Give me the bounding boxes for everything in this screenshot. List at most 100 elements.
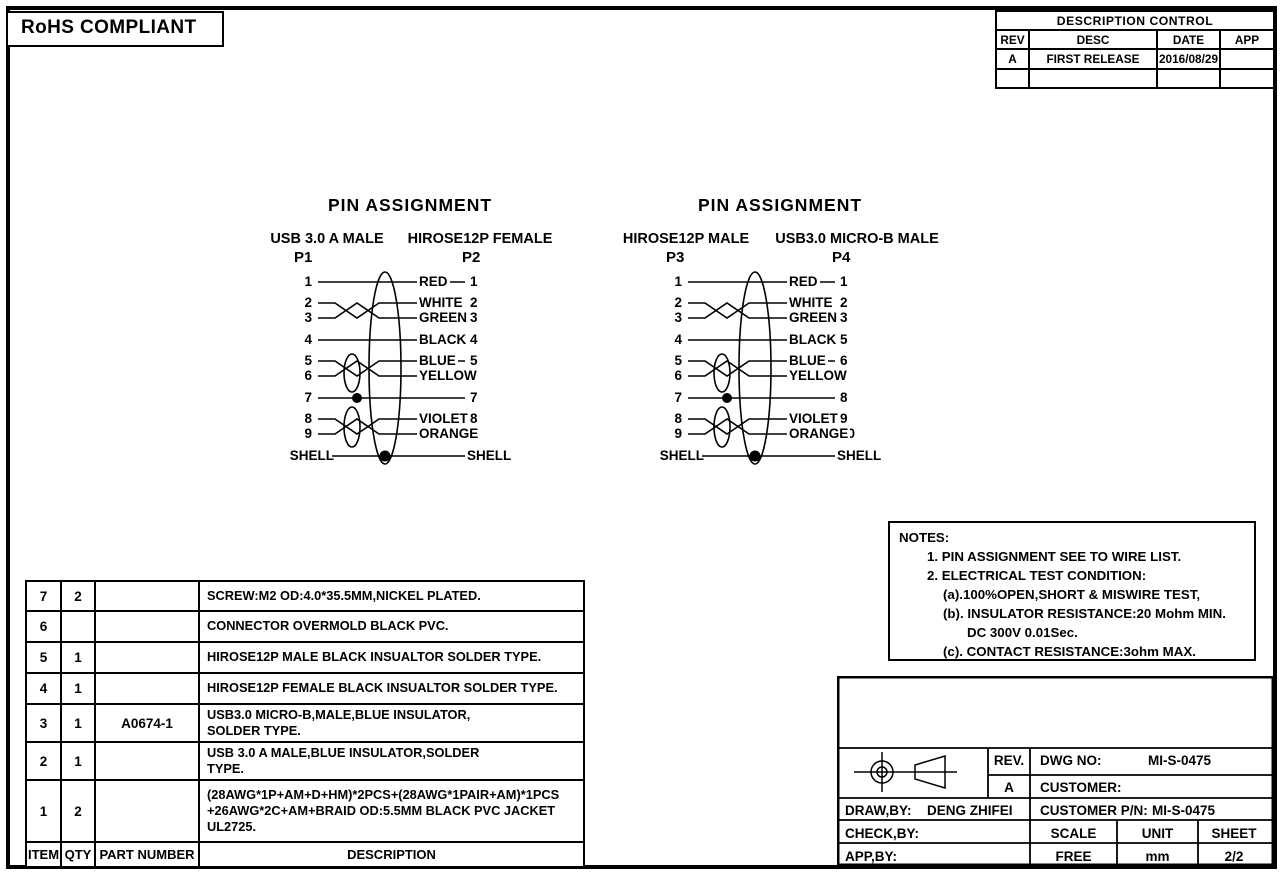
pin-number: 7 bbox=[674, 390, 682, 405]
wiring-diagram bbox=[318, 271, 465, 465]
wire-color-label: VIOLET bbox=[417, 411, 470, 427]
bom-description: USB 3.0 A MALE,BLUE INSULATOR,SOLDER TYP… bbox=[198, 741, 585, 782]
bom-description: HIROSE12P MALE BLACK INSUALTOR SOLDER TY… bbox=[198, 641, 585, 674]
braid-shield-ellipse bbox=[368, 271, 402, 465]
pin-number: 8 bbox=[470, 411, 478, 426]
customer-pn-label: CUSTOMER P/N: bbox=[1040, 803, 1148, 818]
braid-shield-ellipse bbox=[738, 271, 772, 465]
pin-number: 2 bbox=[304, 295, 312, 310]
note-line: 2. ELECTRICAL TEST CONDITION: bbox=[927, 568, 1147, 583]
pin-number: 1 bbox=[470, 274, 478, 289]
pin-number: 6 bbox=[304, 368, 312, 383]
note-line: (c). CONTACT RESISTANCE:3ohm MAX. bbox=[943, 644, 1196, 659]
description-control-title: DESCRIPTION CONTROL bbox=[995, 10, 1275, 31]
wire-lines bbox=[318, 271, 465, 465]
pin-number: 5 bbox=[840, 332, 848, 347]
bom-item: 7 bbox=[25, 580, 62, 612]
connector-ref: P1 bbox=[294, 249, 313, 266]
pin-number: SHELL bbox=[289, 448, 334, 463]
bom-description: (28AWG*1P+AM+D+HM)*2PCS+(28AWG*1PAIR+AM)… bbox=[198, 779, 585, 844]
pin-number: 3 bbox=[674, 310, 682, 325]
pin-number: 2 bbox=[840, 295, 848, 310]
wire-color-label: RED bbox=[787, 274, 820, 290]
connector-label: USB 3.0 A MALE bbox=[270, 231, 384, 247]
date-cell bbox=[1156, 68, 1221, 89]
pin-number: 8 bbox=[674, 411, 682, 426]
pin-number: 4 bbox=[674, 332, 682, 347]
rev-cell: A bbox=[995, 48, 1030, 70]
wire-color-label: GREEN bbox=[417, 310, 470, 326]
bom-qty: 2 bbox=[60, 779, 96, 844]
sheet-frame bbox=[6, 6, 1277, 869]
app-by-label: APP,BY: bbox=[845, 849, 898, 864]
title-block-grid bbox=[837, 747, 1274, 866]
bom-item: 6 bbox=[25, 610, 62, 643]
solder-joint-dot bbox=[352, 393, 362, 403]
column-header: DATE bbox=[1156, 29, 1221, 50]
bom-part-number: A0674-1 bbox=[94, 702, 200, 744]
pin-number: 1 bbox=[674, 274, 682, 289]
note-line: (b). INSULATOR RESISTANCE:20 Mohm MIN. bbox=[943, 606, 1226, 621]
wire-color-label: GREEN bbox=[787, 310, 840, 326]
diagram-title: PIN ASSIGNMENT bbox=[697, 195, 863, 215]
note-line: 1. PIN ASSIGNMENT SEE TO WIRE LIST. bbox=[927, 549, 1182, 564]
bom-description: HIROSE12P FEMALE BLACK INSUALTOR SOLDER … bbox=[198, 672, 585, 705]
bom-qty: 2 bbox=[60, 580, 96, 612]
wire-color-label: WHITE bbox=[787, 295, 835, 311]
notes-title: NOTES: bbox=[899, 530, 950, 545]
bom-qty: 1 bbox=[60, 641, 96, 674]
bom-header-qty: QTY bbox=[60, 841, 96, 869]
wire-color-label: YELLOW bbox=[417, 368, 479, 384]
draw-by-value: DENG ZHIFEI bbox=[927, 803, 1013, 818]
connector-label: USB3.0 MICRO-B MALE bbox=[775, 231, 939, 247]
column-header: APP bbox=[1219, 29, 1275, 50]
desc-cell: FIRST RELEASE bbox=[1028, 48, 1158, 70]
pin-number: 3 bbox=[470, 310, 478, 325]
pair-shield-ellipse bbox=[343, 406, 361, 448]
bom-item: 5 bbox=[25, 641, 62, 674]
connector-ref: P2 bbox=[462, 249, 481, 266]
wire-color-label: BLUE bbox=[417, 353, 458, 369]
bom-qty: 1 bbox=[60, 672, 96, 705]
scale-value: FREE bbox=[1055, 849, 1092, 864]
solder-joint-dot bbox=[722, 393, 732, 403]
check-by-label: CHECK,BY: bbox=[845, 826, 919, 841]
bom-part-number bbox=[94, 580, 200, 612]
unit-header: UNIT bbox=[1141, 826, 1174, 841]
pin-number: 6 bbox=[674, 368, 682, 383]
draw-by-label: DRAW,BY: bbox=[845, 803, 912, 818]
bom-description: SCREW:M2 OD:4.0*35.5MM,NICKEL PLATED. bbox=[198, 580, 585, 612]
sheet-header: SHEET bbox=[1211, 826, 1257, 841]
rohs-compliant-badge: RoHS COMPLIANT bbox=[6, 11, 224, 47]
solder-joint-dot bbox=[749, 450, 761, 462]
bom-description: CONNECTOR OVERMOLD BLACK PVC. bbox=[198, 610, 585, 643]
sheet-value: 2/2 bbox=[1224, 849, 1244, 864]
pin-number: 4 bbox=[470, 332, 478, 347]
connector-ref: P3 bbox=[666, 249, 685, 266]
wiring-diagram bbox=[688, 271, 835, 465]
bom-qty: 1 bbox=[60, 702, 96, 744]
column-header: REV bbox=[995, 29, 1030, 50]
app-cell bbox=[1219, 48, 1275, 70]
scale-header: SCALE bbox=[1050, 826, 1097, 841]
pin-number: 8 bbox=[840, 390, 848, 405]
wire-color-label: ORANGE bbox=[417, 426, 481, 442]
wire-lines bbox=[688, 271, 835, 465]
pair-shield-ellipse bbox=[343, 353, 361, 393]
pin-number: 2 bbox=[674, 295, 682, 310]
dwg-no-value: MI-S-0475 bbox=[1148, 753, 1212, 768]
diagram-title: PIN ASSIGNMENT bbox=[327, 195, 493, 215]
wire-color-label: BLACK bbox=[787, 332, 839, 348]
column-header: DESC bbox=[1028, 29, 1158, 50]
customer-pn-value: MI-S-0475 bbox=[1152, 803, 1216, 818]
pin-number: 5 bbox=[304, 353, 312, 368]
pin-number: SHELL bbox=[659, 448, 704, 463]
pin-number: 8 bbox=[304, 411, 312, 426]
title-block bbox=[837, 676, 1274, 866]
wire-color-label: BLUE bbox=[787, 353, 828, 369]
bom-part-number bbox=[94, 641, 200, 674]
wire-color-label: WHITE bbox=[417, 295, 465, 311]
note-line: (a).100%OPEN,SHORT & MISWIRE TEST, bbox=[943, 587, 1201, 602]
dwg-no-label: DWG NO: bbox=[1040, 753, 1102, 768]
bom-item: 1 bbox=[25, 779, 62, 844]
